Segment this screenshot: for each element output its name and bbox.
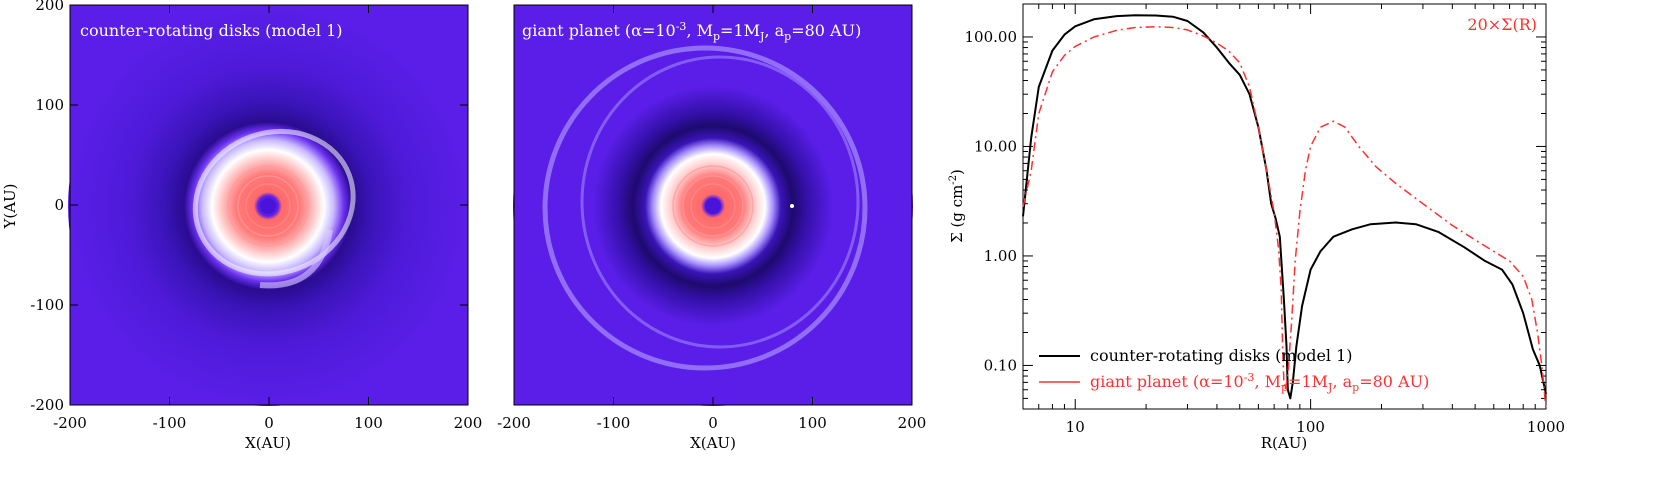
panel-b-x-ticks: -200 -100 0 100 200 bbox=[497, 5, 926, 432]
panel-c-x-tick-label: 1000 bbox=[1527, 418, 1565, 436]
panel-c-plot-area bbox=[1022, 3, 1547, 410]
panel-a-spiral-arm bbox=[192, 128, 356, 277]
panel-c-x-tick-label: 100 bbox=[1296, 418, 1325, 436]
panel-a-y-tick-label: -100 bbox=[30, 296, 64, 314]
panel-a-x-tick-label: 100 bbox=[354, 414, 383, 432]
panel-b-x-tick-label: -100 bbox=[597, 414, 631, 432]
legend-label-series-2: giant planet (α=10-3, Mp=1MJ, ap=80 AU) bbox=[1090, 371, 1429, 394]
panel-b-x-tick-label: -200 bbox=[497, 414, 531, 432]
panel-a-ring-2 bbox=[227, 165, 309, 247]
panel-b-x-tick-label: 100 bbox=[798, 414, 827, 432]
panel-a-x-tick-label: 0 bbox=[264, 414, 274, 432]
panel-a-x-tick-label: 200 bbox=[454, 414, 483, 432]
panel-a-center-hole bbox=[260, 198, 276, 214]
panel-b-ring-1 bbox=[682, 175, 744, 237]
panel-c-x-ticks: 10 100 1000 bbox=[1022, 4, 1565, 436]
panel-c: 10 100 1000 0.10 1.00 10.00 100.00 20×Σ(R) co… bbox=[948, 3, 1565, 452]
panel-a-spiral-tail bbox=[259, 229, 333, 289]
panel-a-y-label: Y(AU) bbox=[1, 183, 19, 229]
panel-c-y-tick-label: 10.00 bbox=[974, 137, 1017, 155]
panel-a-y-tick-label: 100 bbox=[35, 96, 64, 114]
panel-a-y-tick-label: -200 bbox=[30, 396, 64, 414]
panel-b-center-hole bbox=[705, 198, 721, 214]
panel-b-ring-2 bbox=[672, 165, 754, 247]
panel-c-y-tick-label: 100.00 bbox=[965, 28, 1018, 46]
panel-b-x-tick-label: 0 bbox=[708, 414, 718, 432]
panel-c-y-tick-label: 1.00 bbox=[984, 247, 1017, 265]
panel-c-annotation: 20×Σ(R) bbox=[1467, 15, 1537, 34]
panel-a-y-tick-label: 200 bbox=[35, 0, 64, 14]
panel-a-ring-1 bbox=[237, 175, 299, 237]
panel-a-x-tick-label: -100 bbox=[153, 414, 187, 432]
panel-a-title: counter-rotating disks (model 1) bbox=[80, 21, 343, 40]
panel-b-x-label: X(AU) bbox=[690, 434, 736, 452]
panel-b: giant planet (α=10-3, Mp=1MJ, ap=80 AU) … bbox=[497, 4, 926, 452]
panel-a: counter-rotating disks (model 1) -200 -10… bbox=[1, 0, 482, 452]
panel-c-series-1-line bbox=[1022, 14, 1547, 400]
panel-a-x-tick-label: -200 bbox=[53, 414, 87, 432]
panel-a-y-ticks: 200 100 0 -100 -200 bbox=[30, 0, 468, 414]
panel-a-x-label: X(AU) bbox=[245, 434, 291, 452]
panel-c-series-2-line bbox=[1022, 25, 1547, 410]
panel-c-y-label: Σ (g cm-2) bbox=[948, 169, 966, 243]
panel-b-outer-ring-2 bbox=[580, 55, 860, 349]
panel-a-x-ticks: -200 -100 0 100 200 bbox=[53, 5, 482, 432]
panel-c-y-ticks: 0.10 1.00 10.00 100.00 bbox=[965, 3, 1546, 410]
panel-a-y-tick-label: 0 bbox=[54, 196, 64, 214]
panel-c-series bbox=[1022, 14, 1547, 410]
panel-b-planet bbox=[790, 204, 794, 208]
panel-b-title: giant planet (α=10-3, Mp=1MJ, ap=80 AU) bbox=[522, 20, 861, 43]
panel-a-ring-3 bbox=[245, 183, 291, 229]
panel-b-x-tick-label: 200 bbox=[898, 414, 927, 432]
panel-c-y-tick-label: 0.10 bbox=[984, 356, 1017, 374]
panel-b-ring-3 bbox=[690, 183, 736, 229]
panel-c-legend: counter-rotating disks (model 1) giant p… bbox=[1039, 346, 1429, 394]
legend-label-series-1: counter-rotating disks (model 1) bbox=[1090, 346, 1353, 365]
panel-c-x-tick-label: 10 bbox=[1066, 418, 1085, 436]
panel-c-x-label: R(AU) bbox=[1261, 434, 1307, 452]
panel-b-outer-ring-1 bbox=[542, 45, 868, 371]
